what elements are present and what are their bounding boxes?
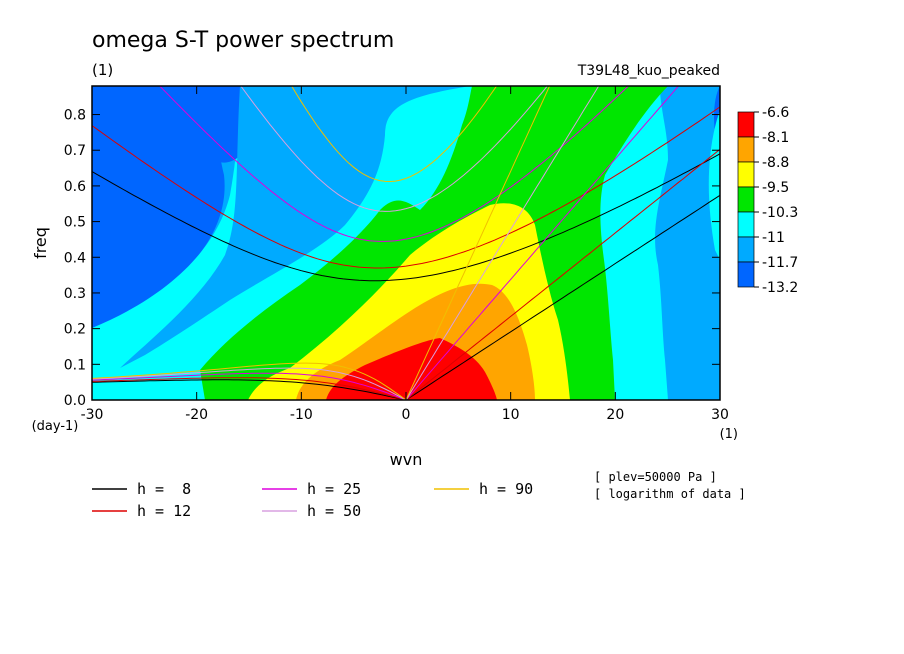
dispersion-curves (92, 86, 720, 400)
colorbar-swatch (737, 261, 755, 288)
colorbar-swatch (737, 211, 755, 238)
legend-label-h50: h = 50 (307, 502, 361, 520)
y-tick-label: 0.6 (64, 179, 86, 195)
dispersion-curve-h12 (405, 148, 720, 400)
band-dark-blue-left (92, 86, 225, 330)
x-tick-label: -30 (81, 407, 104, 423)
x-axis-label: wvn (390, 450, 423, 469)
curve-legend: h = 8 h = 12 h = 25 h = 50 h = 90 (92, 480, 533, 520)
y-axis-label: freq (31, 227, 50, 259)
y-tick-label: 0.3 (64, 286, 86, 302)
y-tick-label: 0.2 (64, 322, 86, 338)
legend-label-h12: h = 12 (137, 502, 191, 520)
x-tick-label: 20 (606, 407, 624, 423)
y-axis-ticks: 0.0 0.1 0.2 0.3 0.4 0.5 0.6 0.7 0.8 (64, 108, 720, 409)
y-axis-unit: (day-1) (32, 419, 79, 434)
plot-area (92, 86, 720, 400)
dispersion-curve-h90 (92, 362, 407, 400)
y-tick-label: 0.5 (64, 215, 86, 231)
colorbar-label: -10.3 (762, 205, 798, 221)
y-tick-label: 0.8 (64, 108, 86, 124)
note-logarithm: [ logarithm of data ] (594, 487, 746, 501)
x-tick-label: -20 (185, 407, 208, 423)
y-tick-label: 0.7 (64, 143, 86, 159)
legend-label-h8: h = 8 (137, 480, 191, 498)
dispersion-curve-h50 (92, 367, 407, 400)
dispersion-curve-h50 (240, 86, 548, 212)
x-tick-label: -10 (290, 407, 313, 423)
colorbar-swatch (737, 136, 755, 163)
colorbar: -6.6 -8.1 -8.8 -9.5 -10.3 -11 -11.7 -13.2 (737, 105, 798, 296)
dispersion-curve-h12 (92, 106, 720, 269)
y-tick-label: 0.1 (64, 357, 86, 373)
band-red (326, 338, 497, 400)
dispersion-curve-h8 (92, 153, 720, 282)
chart-title: omega S-T power spectrum (92, 28, 394, 53)
dispersion-curve-h90 (291, 86, 498, 183)
y-tick-label: 0.4 (64, 250, 86, 266)
dispersion-curve-h8 (92, 379, 407, 400)
band-blue-upper (120, 86, 470, 368)
note-plev: [ plev=50000 Pa ] (594, 470, 717, 484)
dispersion-curve-h8 (405, 194, 720, 400)
dispersion-curve-h50 (405, 86, 600, 400)
dispersion-curve-h12 (92, 377, 407, 400)
dispersion-curve-h25 (159, 86, 630, 242)
legend-label-h25: h = 25 (307, 480, 361, 498)
dispersion-curve-h25 (92, 372, 407, 400)
colorbar-swatch (737, 236, 755, 263)
colorbar-swatch (737, 186, 755, 213)
band-cyan-right (708, 110, 720, 260)
colorbar-label: -11 (762, 230, 785, 246)
colorbar-swatch (737, 111, 755, 138)
x-tick-label: 30 (711, 407, 729, 423)
colorbar-label: -13.2 (762, 280, 798, 296)
colorbar-swatch (737, 161, 755, 188)
dispersion-curve-h25 (405, 86, 680, 400)
colorbar-label: -11.7 (762, 255, 798, 271)
chart-subtitle-right: T39L48_kuo_peaked (577, 63, 720, 79)
x-axis-unit: (1) (720, 427, 738, 442)
dispersion-curve-h90 (405, 86, 551, 400)
colorbar-label: -9.5 (762, 180, 789, 196)
x-tick-label: 0 (402, 407, 411, 423)
colorbar-label: -8.8 (762, 155, 789, 171)
colorbar-label: -8.1 (762, 130, 789, 146)
x-tick-label: 10 (502, 407, 520, 423)
chart-subtitle-left: (1) (92, 61, 113, 79)
legend-label-h90: h = 90 (479, 480, 533, 498)
colorbar-label: -6.6 (762, 105, 789, 121)
x-axis-ticks: -30 -20 -10 0 10 20 30 (81, 86, 729, 423)
y-tick-label: 0.0 (64, 393, 86, 409)
